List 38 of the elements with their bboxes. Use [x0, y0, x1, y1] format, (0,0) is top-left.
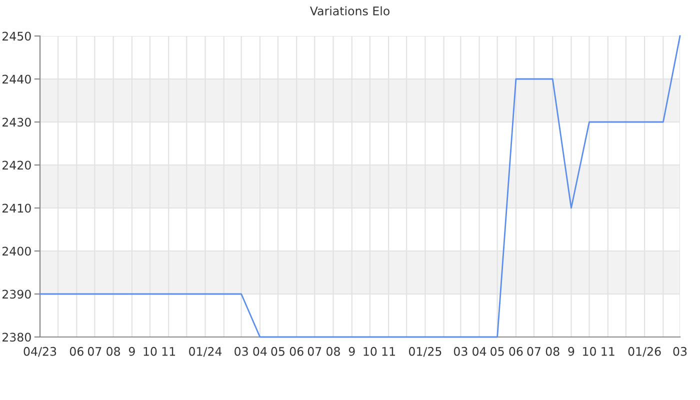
y-tick-label: 2430 [2, 118, 31, 127]
x-tick-label: 07 [88, 346, 102, 356]
x-tick-label: 08 [546, 346, 560, 356]
y-tick-label: 2450 [2, 32, 31, 41]
y-tick-label: 2400 [2, 246, 31, 256]
x-tick-label: 10 [364, 346, 377, 356]
x-tick-label: 04 [253, 346, 267, 356]
x-tick-label: 03 [673, 346, 687, 356]
chart-title: Variations Elo [310, 6, 390, 16]
x-tick-label: 06 [509, 346, 523, 356]
x-tick-label: 06 [70, 346, 84, 356]
x-tick-label: 01/25 [408, 346, 442, 357]
y-tick-label: 2440 [2, 74, 31, 84]
x-tick-label: 11 [162, 347, 176, 356]
x-tick-label: 01/24 [189, 346, 222, 357]
x-tick-label: 06 [290, 346, 304, 356]
x-tick-label: 05 [271, 346, 284, 356]
x-tick-label: 01/26 [628, 346, 661, 357]
y-tick-label: 2420 [2, 160, 31, 170]
x-tick-label: 9 [348, 346, 355, 356]
x-tick-label: 03 [454, 346, 468, 356]
y-tick-label: 2390 [2, 290, 31, 299]
x-tick-label: 04 [472, 346, 486, 356]
x-tick-label: 10 [144, 346, 157, 356]
x-tick-label: 08 [326, 346, 340, 356]
x-tick-label: 08 [106, 346, 120, 356]
x-tick-label: 04/23 [24, 346, 56, 357]
x-tick-label: 11 [382, 347, 395, 356]
x-tick-label: 9 [128, 346, 135, 356]
y-tick-label: 2380 [2, 332, 31, 342]
x-tick-label: 9 [568, 346, 574, 356]
x-tick-label: 10 [583, 346, 596, 356]
x-tick-label: 03 [234, 346, 248, 356]
x-tick-label: 11 [602, 347, 614, 356]
x-tick-label: 05 [490, 346, 504, 356]
y-tick-label: 2410 [2, 204, 31, 213]
x-tick-label: 07 [308, 346, 322, 356]
x-tick-label: 07 [527, 346, 540, 356]
